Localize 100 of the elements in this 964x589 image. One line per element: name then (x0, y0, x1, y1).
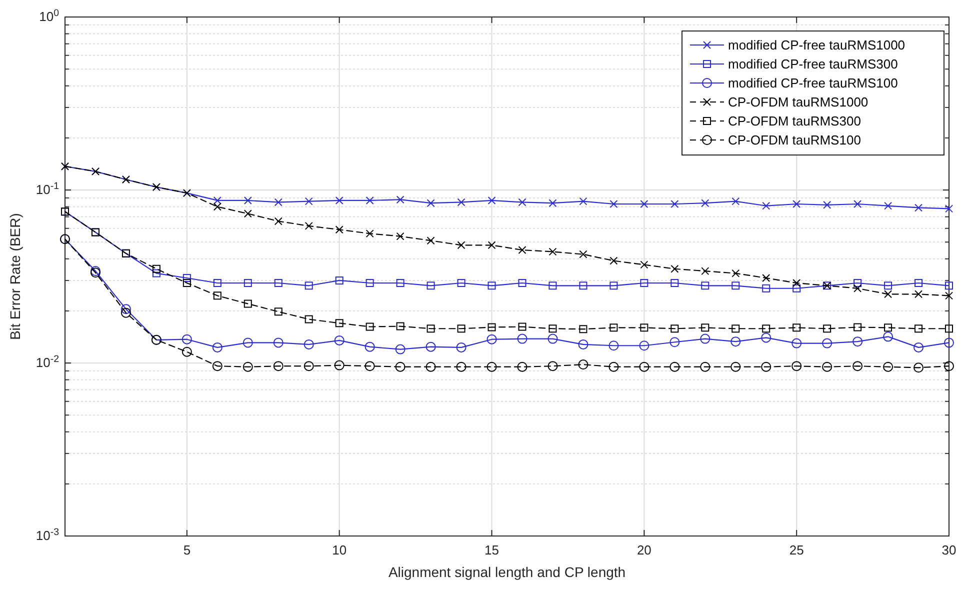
point (457, 279, 466, 288)
point (701, 282, 710, 290)
point (945, 282, 953, 290)
point (364, 361, 375, 372)
point (854, 323, 862, 332)
point (548, 248, 557, 256)
point (304, 339, 314, 350)
y-tick-label: 10$^{-2}$ (36, 354, 59, 370)
point (884, 202, 892, 210)
point (639, 340, 650, 351)
point (732, 282, 740, 290)
point (852, 361, 863, 372)
legend-label: modified CP-free tauRMS100 (728, 76, 898, 91)
y-tick-label: 10$^{0}$ (39, 8, 60, 24)
point (884, 324, 892, 332)
point (670, 337, 680, 348)
point (914, 362, 924, 373)
point (396, 196, 404, 204)
point (486, 334, 497, 344)
point (457, 198, 466, 206)
point (884, 282, 892, 290)
point (700, 362, 710, 372)
legend-label: CP-OFDM tauRMS1000 (728, 94, 868, 110)
point (944, 361, 954, 372)
point (366, 230, 374, 238)
point (396, 232, 404, 240)
point (335, 226, 344, 234)
point (579, 250, 588, 258)
point (548, 334, 558, 344)
point (242, 362, 253, 372)
point (518, 246, 526, 254)
point (213, 202, 222, 211)
point (488, 196, 496, 204)
x-tick-label: 5 (183, 542, 191, 558)
point (548, 282, 557, 290)
point (242, 338, 253, 348)
point (335, 196, 344, 204)
point (732, 197, 740, 206)
point (610, 256, 618, 265)
point (823, 324, 832, 333)
point (244, 300, 252, 308)
y-tick-label: 10$^{-3}$ (36, 526, 59, 544)
point (335, 276, 344, 284)
point (914, 279, 923, 288)
point (213, 196, 222, 204)
point (854, 200, 862, 208)
point (274, 198, 282, 206)
point (852, 336, 863, 347)
legend-label: CP-OFDM tauRMS100 (728, 132, 861, 148)
point (212, 342, 222, 352)
point (730, 362, 741, 372)
point (608, 340, 619, 351)
point (914, 204, 923, 212)
point (212, 361, 222, 372)
point (273, 338, 284, 348)
point (610, 200, 618, 208)
point (304, 315, 313, 324)
point (426, 342, 436, 352)
point (426, 236, 435, 245)
point (792, 361, 802, 372)
point (701, 267, 710, 276)
point (670, 324, 679, 333)
point (761, 362, 772, 372)
point (182, 279, 191, 288)
point (578, 360, 588, 370)
point (517, 334, 528, 344)
point (914, 290, 923, 298)
point (944, 338, 954, 348)
point (518, 198, 526, 206)
point (182, 334, 192, 344)
point (762, 274, 770, 282)
point (152, 264, 160, 273)
point (548, 361, 558, 372)
point (608, 362, 619, 372)
legend-label: modified CP-free tauRMS300 (728, 56, 898, 72)
point (213, 292, 222, 300)
point (366, 279, 374, 288)
point (883, 362, 894, 372)
point (854, 279, 862, 288)
point (640, 324, 648, 332)
point (914, 342, 924, 352)
point (762, 284, 770, 292)
x-tick-label: 10 (332, 542, 347, 558)
point (457, 324, 466, 333)
point (610, 282, 618, 290)
point (700, 334, 710, 344)
point (273, 361, 284, 372)
point (426, 362, 436, 372)
point (456, 362, 466, 372)
point (640, 260, 648, 269)
point (486, 362, 497, 372)
point (364, 342, 375, 352)
point (670, 264, 679, 273)
point (792, 200, 801, 208)
point (426, 324, 435, 333)
point (579, 282, 588, 290)
point (395, 362, 406, 372)
point (274, 217, 282, 226)
point (213, 279, 222, 288)
point (120, 308, 131, 318)
